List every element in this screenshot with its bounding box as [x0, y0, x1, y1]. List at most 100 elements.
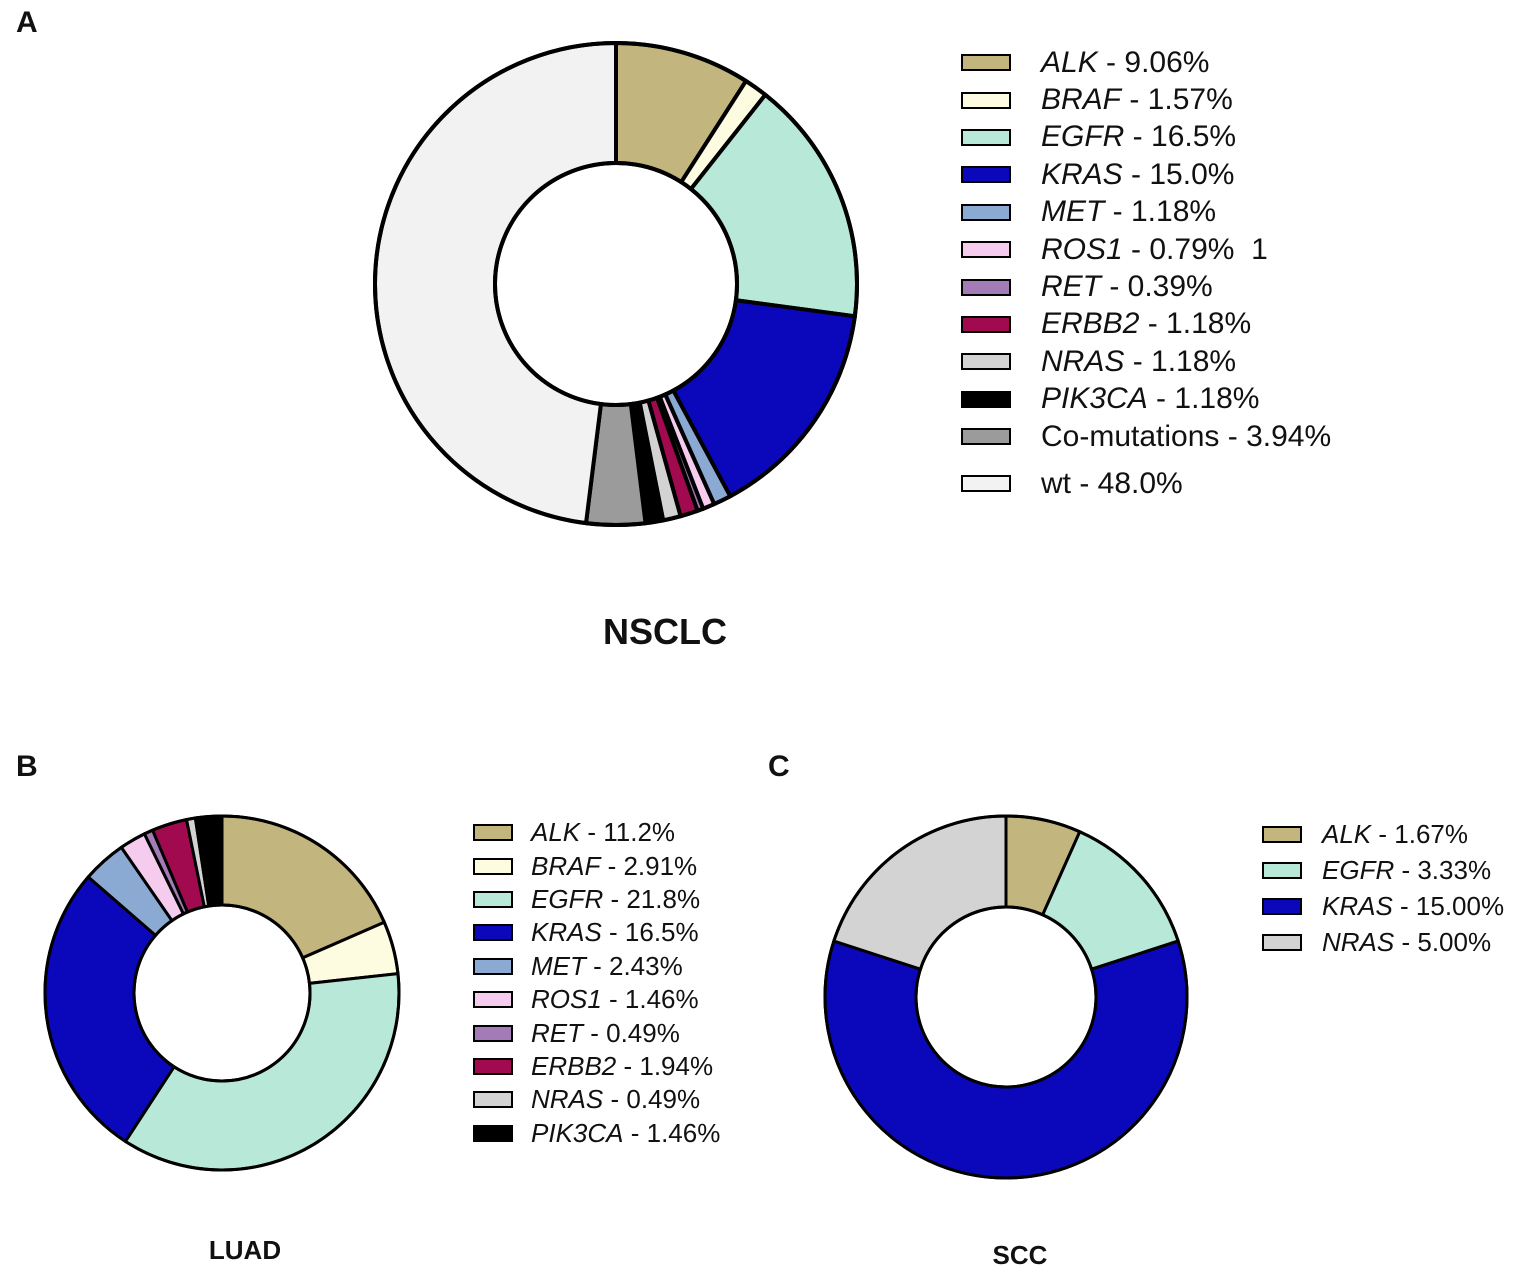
- legend-item: ALK - 9.06%: [961, 44, 1331, 81]
- legend-series-value: - 1.46%: [601, 984, 699, 1015]
- legend-series-value: - 16.5%: [601, 917, 699, 948]
- legend-series-name: BRAF: [531, 850, 601, 881]
- legend-swatch: [961, 241, 1011, 259]
- legend-series-value: - 48.0%: [1071, 466, 1183, 500]
- legend-item: NRAS - 0.49%: [473, 1083, 720, 1116]
- legend-series-name: RET: [1041, 270, 1101, 304]
- legend-series-value: - 0.49%: [583, 1017, 680, 1048]
- legend-swatch: [961, 91, 1011, 109]
- donut-slice-kras: [823, 939, 1189, 1180]
- legend-series-name: NRAS: [531, 1084, 604, 1115]
- legend-series-name: MET: [531, 950, 586, 981]
- legend-luad: ALK - 11.2% BRAF - 2.91% EGFR - 21.8% KRAS …: [473, 816, 720, 1150]
- legend-series-name: EGFR: [531, 883, 604, 914]
- legend-series-name: PIK3CA: [1041, 382, 1148, 416]
- legend-series-value: - 1.18%: [1104, 195, 1217, 229]
- legend-series-name: ALK: [1041, 45, 1098, 79]
- legend-series-name: EGFR: [1322, 854, 1395, 885]
- legend-series-name: ALK: [1322, 818, 1372, 849]
- legend-nsclc: ALK - 9.06% BRAF - 1.57% EGFR - 16.5% KRAS …: [961, 44, 1331, 503]
- legend-scc: ALK - 1.67% EGFR - 3.33% KRAS - 15.00% NRAS…: [1262, 816, 1504, 960]
- legend-swatch: [961, 475, 1011, 493]
- legend-series-value: - 1.46%: [623, 1117, 721, 1148]
- legend-swatch: [961, 315, 1011, 333]
- donut-inner-ring: [132, 903, 312, 1083]
- legend-item: KRAS - 16.5%: [473, 916, 720, 949]
- legend-swatch: [961, 203, 1011, 221]
- panel-label-c: C: [768, 750, 790, 783]
- legend-swatch: [1262, 897, 1302, 915]
- legend-swatch: [473, 824, 513, 842]
- donut-nsclc: [373, 40, 859, 527]
- legend-swatch: [961, 128, 1011, 146]
- legend-item: EGFR - 3.33%: [1262, 852, 1504, 888]
- legend-item: KRAS - 15.0%: [961, 156, 1331, 193]
- legend-swatch: [961, 428, 1011, 446]
- legend-series-name: ERBB2: [1041, 307, 1140, 341]
- legend-series-value: - 1.94%: [616, 1050, 714, 1081]
- legend-series-value: - 21.8%: [603, 883, 701, 914]
- legend-series-value: - 1.67%: [1371, 818, 1468, 849]
- donut-outer-ring: [43, 814, 401, 1172]
- legend-item: NRAS - 1.18%: [961, 343, 1331, 380]
- legend-series-name: Co-mutations: [1041, 419, 1220, 453]
- donut-outer-ring: [373, 41, 859, 527]
- legend-swatch: [473, 1091, 513, 1109]
- legend-item: NRAS - 5.00%: [1262, 924, 1504, 960]
- legend-item: RET - 0.49%: [473, 1016, 720, 1049]
- legend-series-name: PIK3CA: [531, 1117, 624, 1148]
- legend-item: PIK3CA - 1.18%: [961, 381, 1331, 418]
- legend-item: ROS1 - 1.46%: [473, 983, 720, 1016]
- legend-series-value: - 0.39%: [1101, 270, 1213, 304]
- legend-item: EGFR - 21.8%: [473, 883, 720, 916]
- legend-item: ERBB2 - 1.18%: [961, 306, 1331, 343]
- legend-swatch: [961, 54, 1011, 72]
- legend-swatch: [961, 278, 1011, 296]
- legend-series-name: KRAS: [1322, 890, 1393, 921]
- panel-label-b: B: [16, 750, 38, 783]
- legend-swatch: [473, 890, 513, 908]
- donut-outer-ring: [823, 814, 1189, 1180]
- legend-swatch: [473, 1057, 513, 1075]
- legend-item: BRAF - 2.91%: [473, 849, 720, 882]
- legend-series-name: RET: [531, 1017, 583, 1048]
- legend-item: RET - 0.39%: [961, 268, 1331, 305]
- legend-swatch: [961, 353, 1011, 371]
- donut-inner-ring: [914, 905, 1098, 1089]
- donut-inner-ring: [493, 161, 739, 407]
- legend-series-name: wt: [1041, 466, 1071, 500]
- chart-title-scc: SCC: [992, 1240, 1048, 1270]
- legend-series-value: - 0.49%: [603, 1084, 701, 1115]
- legend-swatch: [961, 390, 1011, 408]
- legend-series-value: - 2.43%: [585, 950, 683, 981]
- legend-series-name: ALK: [531, 817, 581, 848]
- legend-series-value: - 1.18%: [1124, 344, 1237, 378]
- legend-item: PIK3CA - 1.46%: [473, 1117, 720, 1150]
- legend-series-value: - 2.91%: [600, 850, 698, 881]
- chart-title-luad: LUAD: [208, 1235, 282, 1265]
- legend-swatch: [473, 1024, 513, 1042]
- legend-series-name: ERBB2: [531, 1050, 617, 1081]
- legend-item: Co-mutations - 3.94%: [961, 418, 1331, 455]
- legend-item: ALK - 1.67%: [1262, 816, 1504, 852]
- legend-series-value: - 5.00%: [1394, 926, 1492, 957]
- legend-swatch: [473, 924, 513, 942]
- legend-series-name: EGFR: [1041, 120, 1125, 154]
- donut-luad: [43, 814, 401, 1172]
- legend-series-value: - 11.2%: [580, 817, 676, 848]
- legend-series-name: NRAS: [1322, 926, 1395, 957]
- legend-series-value: - 1.18%: [1139, 307, 1252, 341]
- legend-series-name: MET: [1041, 195, 1105, 229]
- legend-item: EGFR - 16.5%: [961, 119, 1331, 156]
- legend-series-value: - 0.79% 1: [1122, 232, 1268, 266]
- legend-item: ERBB2 - 1.94%: [473, 1050, 720, 1083]
- legend-swatch: [473, 991, 513, 1009]
- legend-series-name: KRAS: [1041, 157, 1123, 191]
- legend-series-name: ROS1: [531, 984, 602, 1015]
- legend-swatch: [473, 857, 513, 875]
- legend-swatch: [961, 166, 1011, 184]
- donut-scc: [823, 814, 1189, 1180]
- legend-series-value: - 3.33%: [1394, 854, 1492, 885]
- legend-item: ROS1 - 0.79% 1: [961, 231, 1331, 268]
- legend-series-value: - 9.06%: [1097, 45, 1210, 79]
